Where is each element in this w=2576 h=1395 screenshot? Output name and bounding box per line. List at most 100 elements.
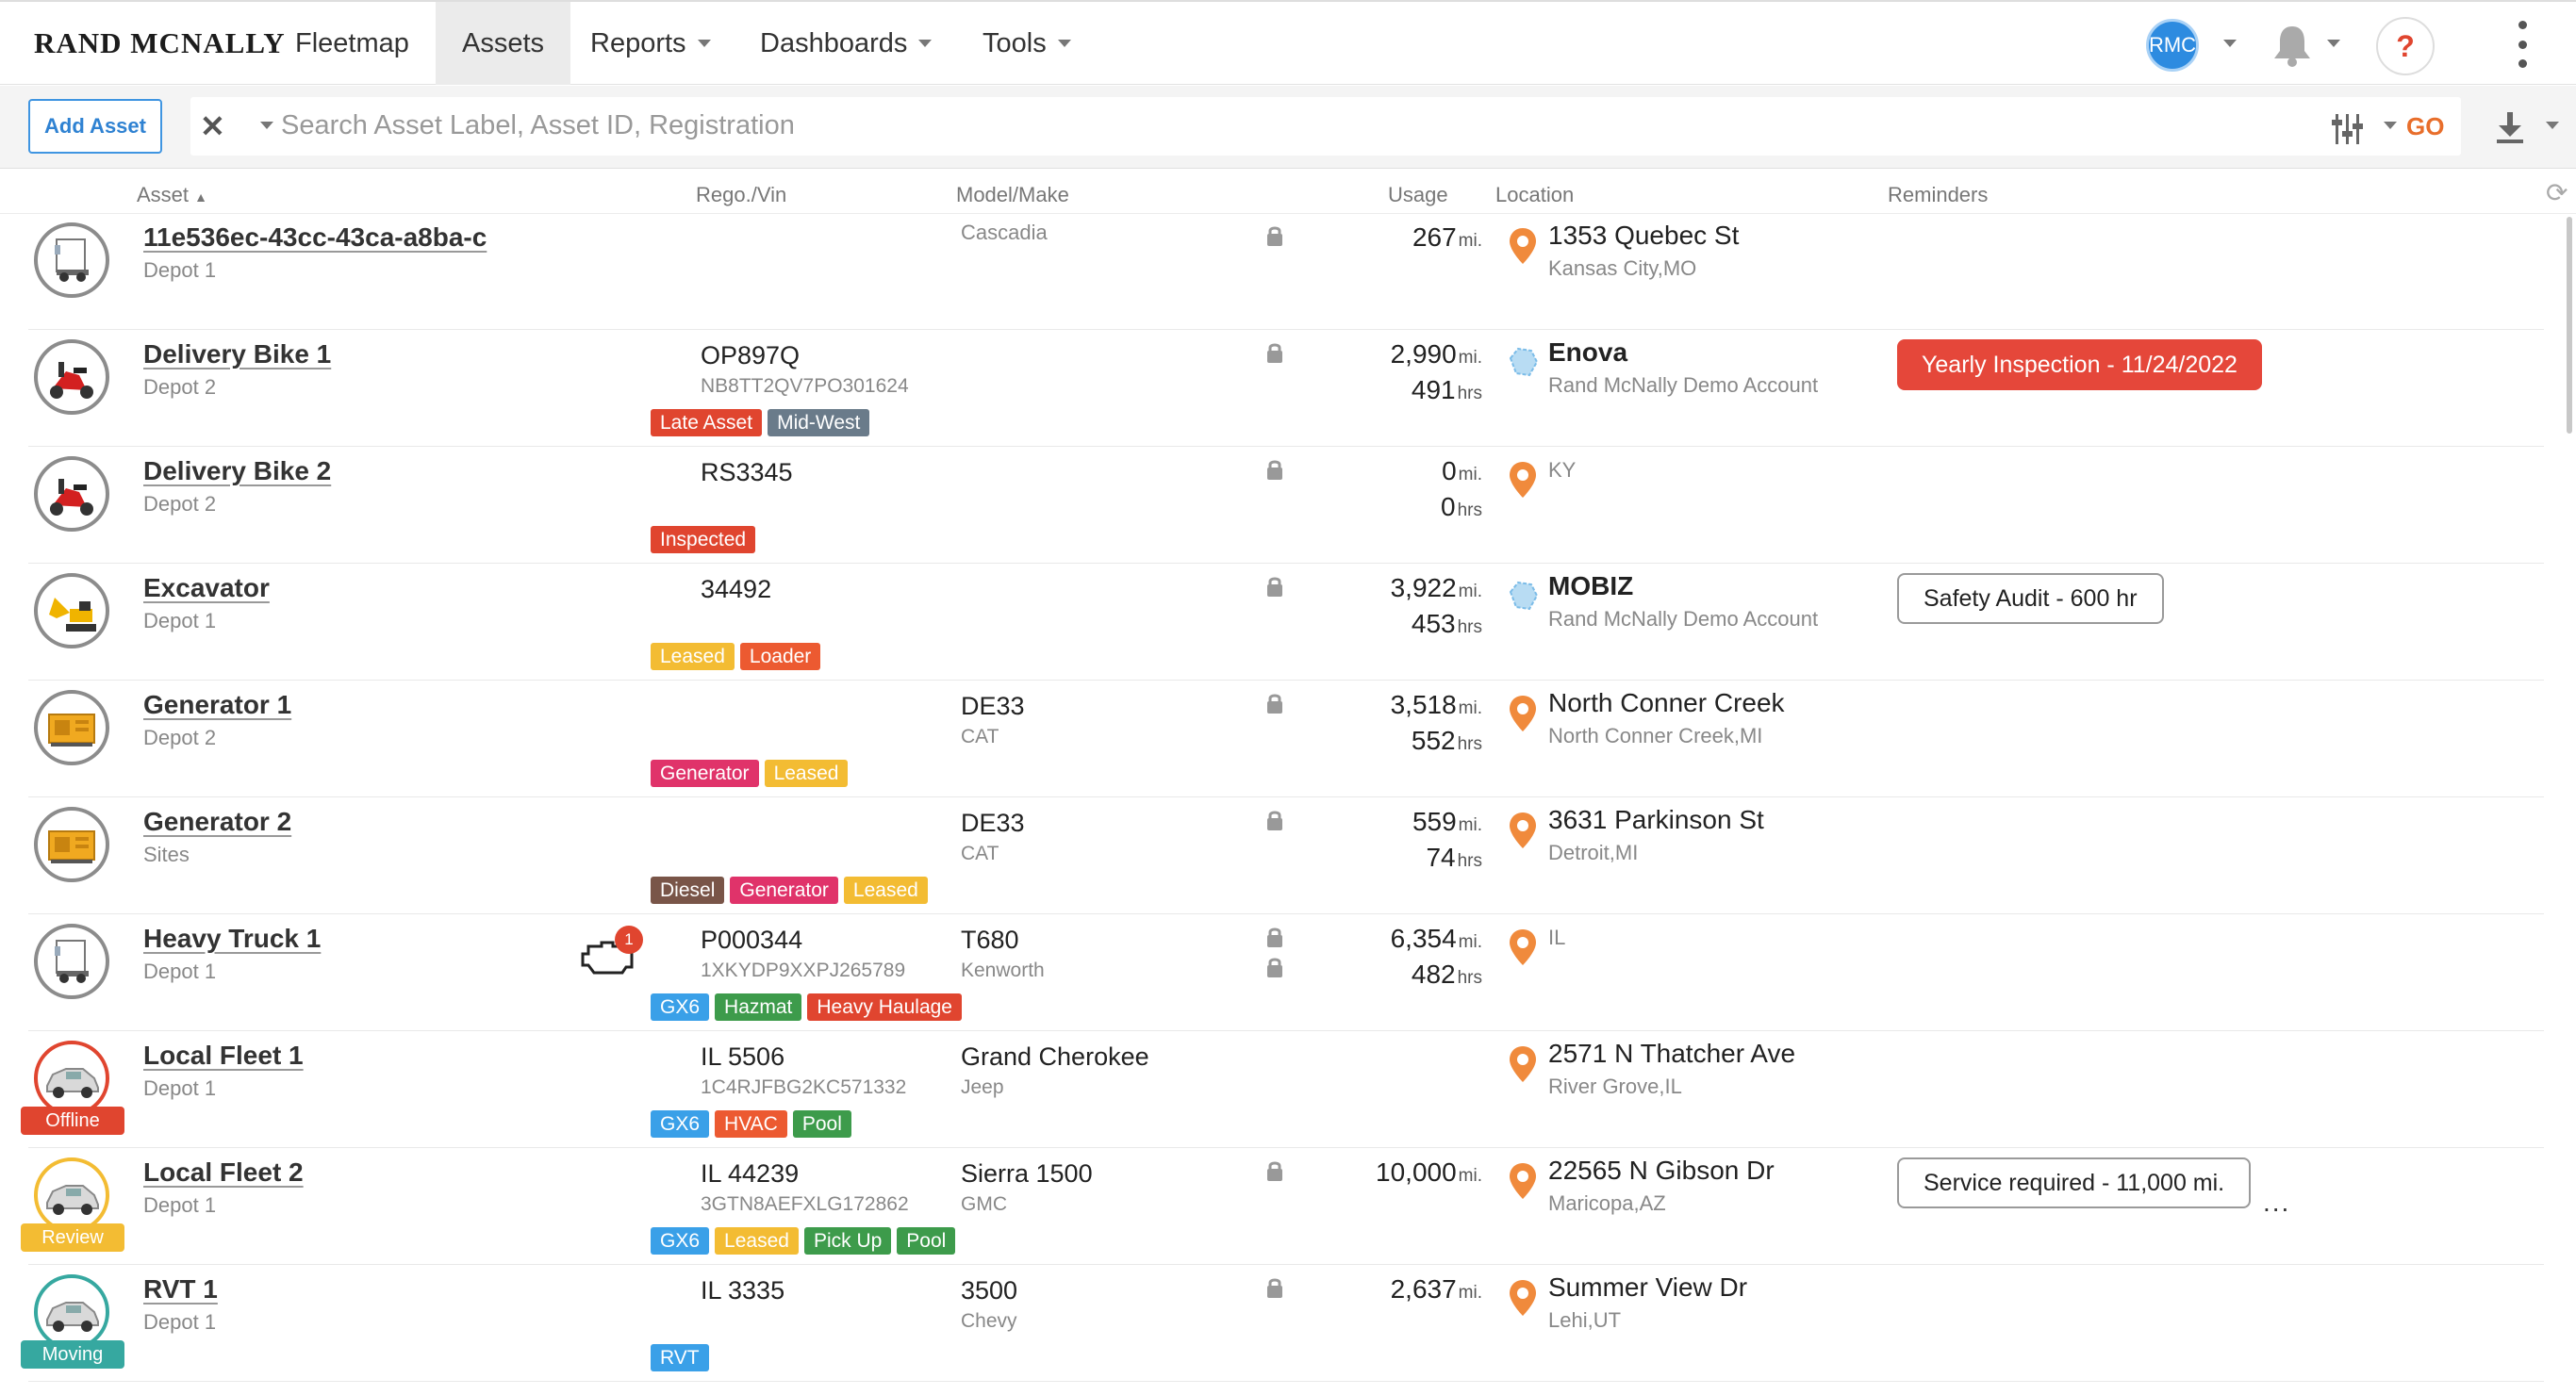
asset-name-link[interactable]: Generator 2 — [143, 807, 292, 836]
tag[interactable]: HVAC — [715, 1110, 787, 1138]
asset-row[interactable]: Offline Local Fleet 1 Depot 1 IL 5506 1C4RJF… — [21, 1031, 2544, 1148]
tag[interactable]: Leased — [764, 760, 849, 787]
asset-row[interactable]: Delivery Bike 2 Depot 2 RS3345 Inspected 0 mi… — [28, 447, 2544, 564]
tag[interactable]: Loader — [739, 643, 821, 670]
tag[interactable]: Pool — [897, 1227, 956, 1255]
asset-thumbnail[interactable] — [34, 222, 109, 298]
download-icon[interactable] — [2495, 110, 2525, 144]
asset-thumbnail[interactable] — [34, 1157, 109, 1233]
search-input[interactable] — [281, 105, 1695, 146]
asset-row[interactable]: Review Local Fleet 2 Depot 1 IL 44239 3GTN8A… — [21, 1148, 2544, 1265]
tag[interactable]: Leased — [651, 643, 735, 670]
asset-row[interactable]: 11e536ec-43cc-43ca-a8ba-c Depot 1 Cascadia… — [28, 213, 2544, 330]
tag[interactable]: Mid-West — [768, 409, 870, 436]
clear-search-icon[interactable]: ✕ — [200, 109, 225, 143]
asset-row[interactable]: Generator 2 Sites Diesel Generator Leased DE3… — [28, 797, 2544, 914]
nav-tab-assets[interactable]: Assets — [436, 2, 571, 85]
geofence-icon[interactable] — [1505, 343, 1541, 385]
asset-name-link[interactable]: Excavator — [143, 573, 270, 602]
bell-icon[interactable] — [2269, 23, 2316, 68]
tag[interactable]: Generator — [730, 877, 838, 904]
location-pin-icon[interactable] — [1505, 460, 1541, 501]
chevron-down-icon[interactable] — [260, 122, 273, 129]
nav-tab-tools[interactable]: Tools — [956, 2, 1098, 85]
lock-icon[interactable] — [1265, 956, 1284, 978]
tag[interactable]: Hazmat — [715, 993, 802, 1021]
asset-thumbnail[interactable] — [34, 690, 109, 765]
chevron-down-icon[interactable] — [2327, 40, 2340, 47]
lock-icon[interactable] — [1265, 809, 1284, 831]
nav-tab-reports[interactable]: Reports — [564, 2, 737, 85]
location-pin-icon[interactable] — [1505, 1161, 1541, 1203]
asset-name-link[interactable]: Delivery Bike 1 — [143, 339, 332, 369]
asset-name-link[interactable]: Local Fleet 2 — [143, 1157, 304, 1187]
lock-icon[interactable] — [1265, 926, 1284, 948]
column-header-usage[interactable]: Usage — [1388, 183, 1448, 206]
tag[interactable]: Late Asset — [651, 409, 763, 436]
location-pin-icon[interactable] — [1505, 1044, 1541, 1086]
asset-thumbnail[interactable] — [34, 573, 109, 648]
tag[interactable]: GX6 — [651, 993, 710, 1021]
tag[interactable]: Diesel — [651, 877, 725, 904]
tag[interactable]: GX6 — [651, 1110, 710, 1138]
refresh-icon[interactable]: ⟳ — [2546, 178, 2568, 207]
tag[interactable]: RVT — [651, 1344, 709, 1371]
asset-row[interactable]: Excavator Depot 1 34492 Leased Loader 3,922 mi… — [28, 564, 2544, 681]
scrollbar[interactable] — [2567, 217, 2572, 434]
lock-icon[interactable] — [1265, 458, 1284, 481]
tag[interactable]: Generator — [651, 760, 759, 787]
asset-name-link[interactable]: Local Fleet 1 — [143, 1041, 304, 1070]
asset-thumbnail[interactable] — [34, 924, 109, 999]
lock-icon[interactable] — [1265, 224, 1284, 247]
asset-name-link[interactable]: Delivery Bike 2 — [143, 456, 332, 485]
lock-icon[interactable] — [1265, 1159, 1284, 1182]
column-header-model[interactable]: Model/Make — [956, 183, 1069, 206]
tag[interactable]: Leased — [843, 877, 928, 904]
location-pin-icon[interactable] — [1505, 811, 1541, 852]
nav-tab-dashboards[interactable]: Dashboards — [734, 2, 958, 85]
asset-name-link[interactable]: Generator 1 — [143, 690, 292, 719]
lock-icon[interactable] — [1265, 1276, 1284, 1299]
tag[interactable]: Inspected — [651, 526, 756, 553]
tag[interactable]: Heavy Haulage — [807, 993, 962, 1021]
user-avatar[interactable]: RMC — [2146, 19, 2199, 72]
engine-icon[interactable] — [579, 933, 636, 980]
go-button[interactable]: GO — [2406, 112, 2445, 140]
add-asset-button[interactable]: Add Asset — [28, 99, 162, 154]
asset-name-link[interactable]: Heavy Truck 1 — [143, 924, 322, 953]
asset-thumbnail[interactable] — [34, 807, 109, 882]
asset-thumbnail[interactable] — [34, 339, 109, 415]
asset-row[interactable]: Generator 1 Depot 2 Generator Leased DE33 CAT… — [28, 681, 2544, 797]
reminder-badge[interactable]: Yearly Inspection - 11/24/2022 — [1897, 339, 2262, 390]
chevron-down-icon[interactable] — [2546, 122, 2559, 129]
nav-tab-fleetmap[interactable]: Fleetmap — [269, 2, 436, 85]
lock-icon[interactable] — [1265, 341, 1284, 364]
more-reminders[interactable]: ... — [2263, 1188, 2291, 1217]
location-pin-icon[interactable] — [1505, 694, 1541, 735]
lock-icon[interactable] — [1265, 575, 1284, 598]
asset-row[interactable]: Delivery Bike 1 Depot 2 OP897Q NB8TT2QV7PO3… — [28, 330, 2544, 447]
location-pin-icon[interactable] — [1505, 927, 1541, 969]
filter-sliders-icon[interactable] — [2331, 112, 2365, 146]
chevron-down-icon[interactable] — [2384, 122, 2397, 129]
reminder-badge[interactable]: Service required - 11,000 mi. — [1897, 1157, 2252, 1208]
reminder-badge[interactable]: Safety Audit - 600 hr — [1897, 573, 2164, 624]
tag[interactable]: Pick Up — [803, 1227, 892, 1255]
lock-icon[interactable] — [1265, 692, 1284, 714]
column-header-location[interactable]: Location — [1495, 183, 1575, 206]
asset-row[interactable]: Heavy Truck 1 Depot 1 1 P000344 1XKYDP9XXPJ2… — [28, 914, 2544, 1031]
tag[interactable]: GX6 — [651, 1227, 710, 1255]
more-menu-icon[interactable] — [2516, 21, 2529, 68]
tag[interactable]: Pool — [792, 1110, 851, 1138]
logo[interactable]: RAND MCNALLY — [34, 26, 286, 59]
column-header-asset[interactable]: Asset ▲ — [137, 183, 207, 207]
asset-name-link[interactable]: 11e536ec-43cc-43ca-a8ba-c — [143, 222, 487, 252]
column-header-rego[interactable]: Rego./Vin — [696, 183, 787, 206]
asset-row[interactable]: Moving RVT 1 Depot 1 IL 3335 RVT 3500 Chevy 2,6… — [21, 1265, 2544, 1382]
tag[interactable]: Leased — [715, 1227, 799, 1255]
asset-thumbnail[interactable] — [34, 1041, 109, 1116]
asset-thumbnail[interactable] — [34, 456, 109, 532]
geofence-icon[interactable] — [1505, 577, 1541, 618]
asset-thumbnail[interactable] — [34, 1274, 109, 1350]
location-pin-icon[interactable] — [1505, 1278, 1541, 1320]
